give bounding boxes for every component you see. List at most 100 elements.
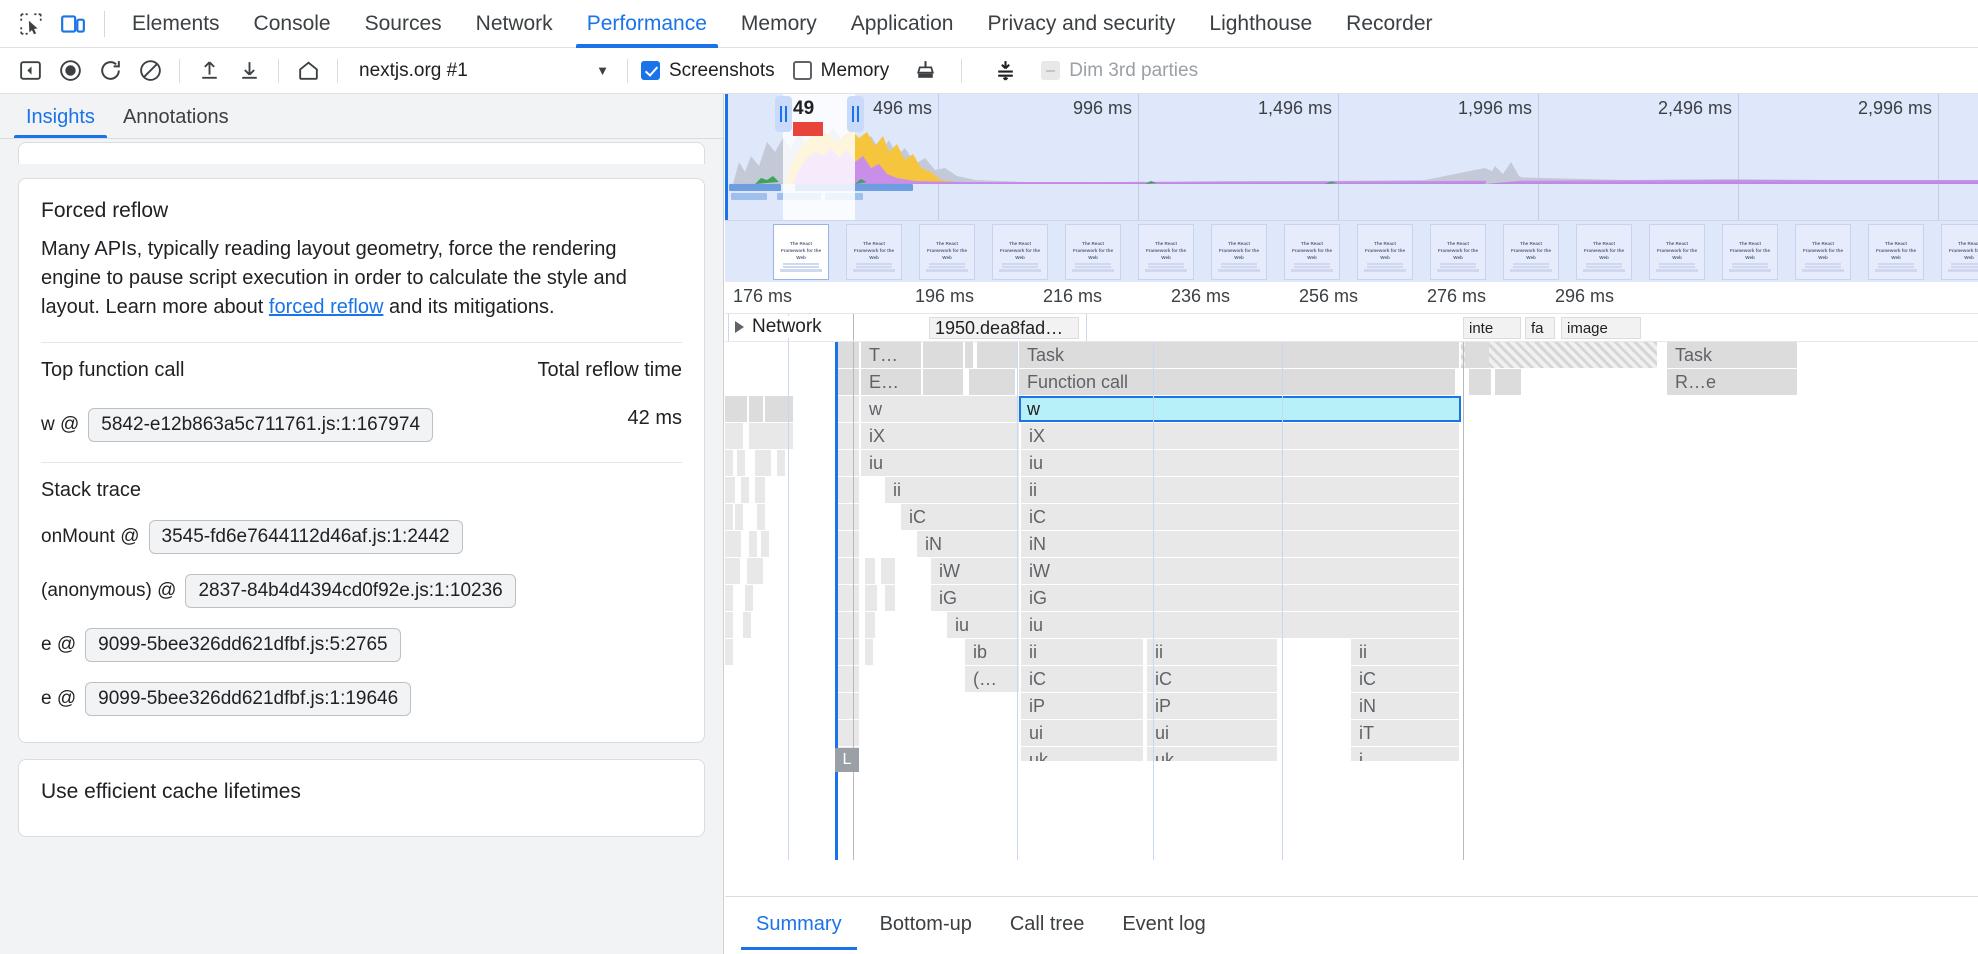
flame-block[interactable]: ii (1351, 639, 1459, 665)
overview-selection-window[interactable] (783, 94, 855, 220)
flame-block[interactable] (923, 369, 963, 395)
filmstrip-frame[interactable]: The React Framework for the Web (846, 224, 902, 280)
tab-privacy-and-security[interactable]: Privacy and security (987, 11, 1176, 35)
filmstrip-frame[interactable]: The React Framework for the Web (992, 224, 1048, 280)
filmstrip-frame[interactable]: The React Framework for the Web (1503, 224, 1559, 280)
network-track[interactable]: Network 1950.dea8fad… inte fa image (725, 314, 1978, 342)
network-request[interactable]: fa (1525, 317, 1555, 339)
stack-frame-location[interactable]: 2837-84b4d4394cd0f92e.js:1:10236 (185, 574, 516, 608)
network-request[interactable]: inte (1463, 317, 1521, 339)
inspect-element-icon[interactable] (10, 3, 52, 45)
tab-console[interactable]: Console (253, 11, 331, 35)
screenshots-checkbox[interactable]: Screenshots (641, 60, 775, 82)
flame-block[interactable] (1495, 369, 1521, 395)
details-tab-call-tree[interactable]: Call tree (1009, 913, 1085, 935)
filmstrip[interactable]: The React Framework for the Web The Reac… (725, 220, 1978, 282)
filmstrip-frame[interactable]: The React Framework for the Web (1722, 224, 1778, 280)
overview-window-handle-right[interactable] (847, 96, 864, 132)
flame-chart[interactable]: T… Task Task E… Function call R…e (725, 342, 1978, 860)
details-tab-bottom-up[interactable]: Bottom-up (879, 913, 972, 935)
flame-block[interactable]: iu (1021, 612, 1459, 638)
home-icon[interactable] (288, 52, 328, 90)
filmstrip-frame[interactable]: The React Framework for the Web (1795, 224, 1851, 280)
insights-list[interactable]: Forced reflow Many APIs, typically readi… (0, 140, 723, 954)
tab-performance[interactable]: Performance (570, 0, 724, 48)
flame-block[interactable] (923, 342, 963, 368)
filmstrip-frame[interactable]: The React Framework for the Web (919, 224, 975, 280)
timeline-overview[interactable]: 496 ms 996 ms 1,496 ms 1,996 ms 2,496 ms… (725, 94, 1978, 220)
flame-block[interactable]: iP (1147, 693, 1277, 719)
flame-block[interactable]: Function call (1019, 369, 1455, 395)
dim-3rd-parties-checkbox[interactable]: Dim 3rd parties (1041, 60, 1198, 82)
flame-block-hatched[interactable] (1461, 342, 1657, 368)
flame-block[interactable]: iG (1021, 585, 1459, 611)
sidebar-toggle-icon[interactable] (10, 52, 50, 90)
insight-card-collapsed-above[interactable] (18, 142, 705, 164)
flame-block[interactable]: iu (947, 612, 1019, 638)
flame-block[interactable] (749, 396, 763, 422)
clear-recording-icon[interactable] (130, 52, 170, 90)
flame-block[interactable]: uk (1021, 747, 1143, 761)
flame-block[interactable]: uk (1147, 747, 1277, 761)
flame-block[interactable] (1469, 369, 1491, 395)
tab-recorder[interactable]: Recorder (1346, 11, 1433, 35)
tab-elements[interactable]: Elements (132, 11, 220, 35)
flame-block[interactable]: R…e (1667, 369, 1797, 395)
filmstrip-frame[interactable]: The React Framework for the Web (1357, 224, 1413, 280)
memory-checkbox[interactable]: Memory (792, 60, 889, 82)
record-icon[interactable] (50, 52, 90, 90)
collect-garbage-icon[interactable] (985, 52, 1025, 90)
filmstrip-frame[interactable]: The React Framework for the Web (1941, 224, 1978, 280)
overview-window-handle-left[interactable] (775, 96, 792, 132)
flame-block[interactable]: ui (1147, 720, 1277, 746)
flame-block[interactable]: iN (1021, 531, 1459, 557)
network-request[interactable]: 1950.dea8fad… (929, 317, 1079, 339)
flame-block-selected[interactable]: w (1019, 396, 1461, 422)
filmstrip-frame[interactable]: The React Framework for the Web (1138, 224, 1194, 280)
flame-block[interactable]: Task (1667, 342, 1797, 368)
filmstrip-frame[interactable]: The React Framework for the Web (1211, 224, 1267, 280)
flame-block[interactable]: iC (901, 504, 1019, 530)
flame-block[interactable]: iP (1021, 693, 1143, 719)
flame-block[interactable]: iT (1351, 720, 1459, 746)
flame-block[interactable]: iC (1021, 666, 1143, 692)
flame-block[interactable]: Task (1019, 342, 1459, 368)
flame-block[interactable]: ii (885, 477, 1019, 503)
flame-block[interactable]: iC (1351, 666, 1459, 692)
details-tab-summary[interactable]: Summary (739, 901, 859, 950)
flame-block[interactable]: ii (1021, 639, 1143, 665)
filmstrip-frame[interactable]: The React Framework for the Web (1576, 224, 1632, 280)
filmstrip-frame[interactable]: The React Framework for the Web (1065, 224, 1121, 280)
flame-block[interactable]: ui (1021, 720, 1143, 746)
filmstrip-frame[interactable]: The React Framework for the Web (1430, 224, 1486, 280)
flame-block[interactable] (725, 396, 747, 422)
filmstrip-frame[interactable]: The React Framework for the Web (1284, 224, 1340, 280)
cpu-throttling-icon[interactable] (905, 52, 945, 90)
top-function-location[interactable]: 5842-e12b863a5c711761.js:1:167974 (88, 408, 434, 442)
tab-network[interactable]: Network (475, 11, 553, 35)
tab-sources[interactable]: Sources (364, 11, 442, 35)
flame-block[interactable]: iW (1021, 558, 1459, 584)
flame-block[interactable]: ii (1147, 639, 1277, 665)
insight-card-cache-lifetimes[interactable]: Use efficient cache lifetimes (18, 759, 705, 837)
flame-block[interactable] (965, 342, 973, 368)
flame-block[interactable] (969, 369, 1015, 395)
sidebar-tab-insights[interactable]: Insights (14, 106, 107, 138)
flame-block[interactable]: iX (861, 423, 1019, 449)
flame-block[interactable]: E… (861, 369, 921, 395)
tab-memory[interactable]: Memory (740, 11, 817, 35)
device-toolbar-icon[interactable] (52, 3, 94, 45)
flame-block[interactable] (977, 342, 1017, 368)
flame-block[interactable]: iG (931, 585, 1019, 611)
flame-block[interactable]: T… (861, 342, 921, 368)
details-tab-event-log[interactable]: Event log (1122, 913, 1206, 935)
stack-frame-location[interactable]: 9099-5bee326dd621dfbf.js:5:2765 (85, 628, 401, 662)
flame-block[interactable]: w (861, 396, 1019, 422)
download-profile-icon[interactable] (229, 52, 269, 90)
flame-block[interactable]: iN (1351, 693, 1459, 719)
network-track-header[interactable]: Network (735, 316, 828, 338)
flame-block[interactable] (837, 369, 859, 395)
sidebar-tab-annotations[interactable]: Annotations (122, 106, 229, 128)
tab-lighthouse[interactable]: Lighthouse (1209, 11, 1313, 35)
flame-block[interactable] (837, 342, 859, 368)
